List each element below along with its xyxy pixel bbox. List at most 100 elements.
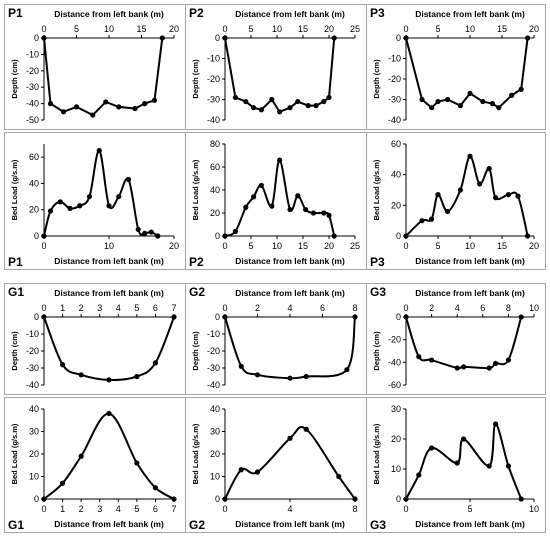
x-tick-label: 4 (455, 303, 460, 313)
data-point (222, 496, 228, 502)
x-tick-label: 7 (171, 303, 176, 313)
data-point (505, 192, 511, 198)
y-tick-label: -40 (388, 115, 401, 125)
x-tick-label: 25 (350, 24, 360, 34)
data-point (303, 206, 309, 213)
data-point (135, 226, 141, 233)
data-point (336, 473, 342, 480)
series-line (405, 316, 523, 370)
data-point (47, 208, 54, 214)
data-point (96, 147, 102, 154)
data-point (77, 203, 83, 209)
y-tick-label: 10 (29, 472, 39, 482)
data-point (106, 203, 112, 209)
y-tick-label: 20 (29, 449, 39, 459)
x-tick-label: 0 (41, 303, 46, 313)
data-point (222, 314, 228, 320)
y-tick-label: -60 (388, 380, 401, 390)
x-tick-label: 20 (324, 241, 334, 251)
data-point (435, 98, 441, 105)
y-axis-title: Bed Load (g/s.m) (10, 423, 19, 484)
data-point (238, 363, 244, 369)
data-point (445, 96, 451, 103)
x-axis-title: Distance from left bank (m) (415, 288, 525, 298)
data-point (171, 314, 177, 320)
data-point (403, 35, 409, 41)
y-axis-title: Bed Load (g/s.m) (372, 423, 381, 484)
data-point (47, 101, 54, 107)
x-tick-label: 4 (287, 504, 292, 514)
data-point (493, 421, 499, 427)
chart-G1-bedload: 0 1 2 3 4 5 6 7 0 10 20 30 40 Distance from left bank… (4, 397, 186, 533)
panel-label: P3 (370, 255, 385, 269)
x-axis-title: Distance from left bank (m) (235, 9, 345, 19)
data-point (222, 233, 228, 239)
data-point (331, 35, 337, 41)
data-point (295, 98, 301, 105)
x-tick-label: 5 (435, 241, 440, 251)
panel-frame (366, 4, 546, 130)
y-tick-label: 0 (34, 33, 39, 43)
data-point (419, 218, 425, 224)
data-point (403, 233, 409, 239)
x-tick-label: 25 (350, 241, 360, 251)
x-tick-label: 8 (352, 303, 357, 313)
y-axis-title: Bed Load (g/s.m) (372, 159, 381, 220)
x-axis-title: Distance from left bank (m) (235, 519, 345, 529)
chart-G3-bedload: 0 5 10 0 10 20 30 Distance from left bank (m) Be… (366, 397, 546, 533)
x-tick-label: 2 (79, 504, 84, 514)
x-tick-label: 0 (403, 241, 408, 251)
x-tick-label: 10 (465, 241, 475, 251)
y-tick-label: -40 (388, 357, 401, 367)
data-point (142, 230, 148, 236)
x-tick-label: 0 (222, 24, 227, 34)
y-tick-label: 10 (391, 464, 401, 474)
x-tick-label: 5 (435, 24, 440, 34)
data-point (60, 109, 67, 115)
y-axis-title: Bed Load (g/s.m) (191, 159, 200, 220)
data-point (505, 463, 511, 469)
y-tick-label: -10 (207, 54, 220, 64)
y-tick-label: -30 (26, 363, 39, 373)
y-tick-label: 0 (34, 312, 39, 322)
series-line (405, 37, 529, 109)
y-tick-label: -10 (388, 54, 401, 64)
data-point (254, 469, 261, 475)
x-tick-label: 20 (529, 24, 539, 34)
data-point (416, 472, 422, 478)
series-line (224, 316, 356, 380)
data-point (287, 435, 293, 441)
x-axis-title: Distance from left bank (m) (235, 288, 345, 298)
data-point (152, 360, 159, 366)
x-axis-title: Distance from left bank (m) (54, 288, 164, 298)
y-tick-label: 0 (215, 312, 220, 322)
chart-P3-bedload: 0 5 10 15 20 0 20 40 60 Distance from left bank (… (366, 132, 546, 270)
x-tick-label: 5 (134, 303, 139, 313)
data-point (222, 35, 228, 41)
data-point (303, 373, 309, 380)
chart-G1-depth: 0 1 2 3 4 5 6 7 0 -10 -20 -30 -40 Distance from left … (4, 283, 186, 395)
x-tick-label: 15 (497, 24, 507, 34)
data-point (496, 105, 502, 111)
data-point (489, 101, 495, 107)
panel-frame (366, 397, 546, 533)
chart-P2-depth: 0 5 10 15 20 25 0 -10 -20 -30 -40 Distance from lef… (185, 4, 367, 130)
x-axis-title: Distance from left bank (m) (54, 519, 164, 529)
y-tick-label: 0 (215, 494, 220, 504)
x-tick-label: 10 (529, 504, 539, 514)
y-axis-title: Depth (cm) (10, 331, 19, 371)
data-point (57, 199, 63, 205)
data-point (106, 377, 112, 383)
data-point (505, 357, 511, 363)
x-tick-label: 0 (403, 303, 408, 313)
data-point (467, 90, 473, 96)
x-tick-label: 6 (480, 303, 485, 313)
data-point (305, 103, 311, 109)
x-tick-label: 4 (116, 303, 121, 313)
data-point (155, 233, 161, 239)
x-axis-title: Distance from left bank (m) (415, 256, 525, 266)
x-tick-label: 3 (97, 303, 102, 313)
x-axis-title: Distance from left bank (m) (415, 519, 525, 529)
data-point (352, 314, 358, 320)
